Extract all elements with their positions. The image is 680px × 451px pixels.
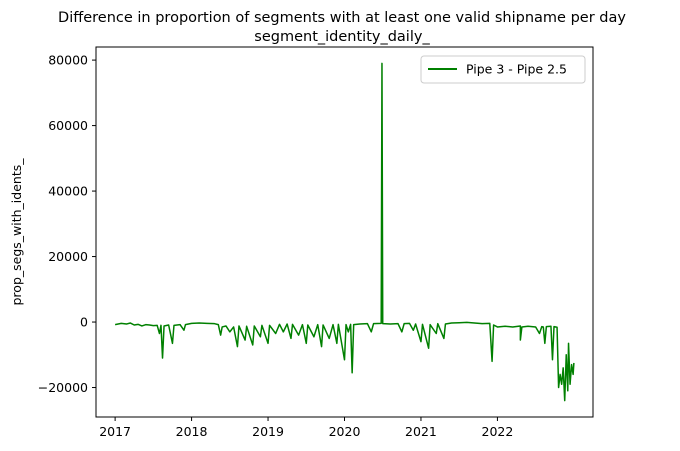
series-line — [114, 62, 575, 402]
x-tick-label: 2020 — [329, 424, 361, 439]
y-tick-label: 0 — [80, 315, 88, 330]
y-axis: −20000 0 20000 40000 60000 80000 — [38, 53, 96, 395]
legend: Pipe 3 - Pipe 2.5 — [420, 55, 586, 84]
plot-area — [114, 62, 575, 402]
x-tick-label: 2017 — [99, 424, 131, 439]
x-tick-label: 2018 — [176, 424, 208, 439]
x-tick-label: 2021 — [405, 424, 437, 439]
axes-frame — [95, 46, 594, 418]
legend-label: Pipe 3 - Pipe 2.5 — [466, 62, 567, 77]
y-tick-label: 40000 — [48, 184, 88, 199]
x-axis: 2017 2018 2019 2020 2021 2022 — [99, 417, 513, 439]
legend-box — [420, 55, 586, 84]
chart-title: Difference in proportion of segments wit… — [58, 10, 626, 26]
y-tick-label: 20000 — [48, 249, 88, 264]
y-tick-label: 80000 — [48, 53, 88, 68]
y-tick-label: 60000 — [48, 118, 88, 133]
y-tick-label: −20000 — [38, 380, 88, 395]
y-axis-label: prop_segs_with_idents_ — [9, 158, 24, 306]
x-tick-label: 2022 — [482, 424, 514, 439]
x-tick-label: 2019 — [252, 424, 284, 439]
chart-subtitle: segment_identity_daily_ — [254, 29, 430, 45]
